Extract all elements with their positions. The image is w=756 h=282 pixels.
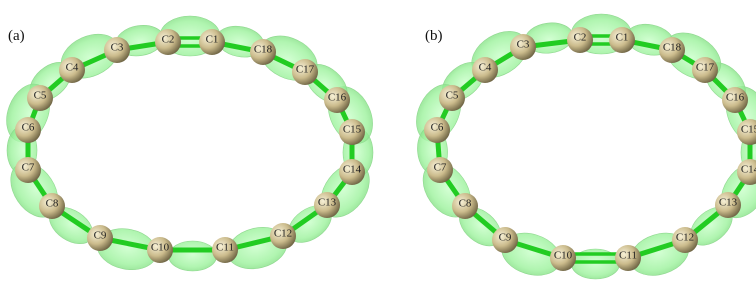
atom-label: C7 [22,162,35,174]
atom-label: C16 [328,92,347,104]
atom-label: C8 [459,198,472,210]
atom-label: C11 [216,242,234,254]
atom-label: C13 [318,197,337,209]
atom-label: C3 [517,39,530,51]
atom-label: C7 [434,162,447,174]
atom-label: C2 [162,34,175,46]
atom-label: C6 [22,122,35,134]
atom-label: C13 [719,197,738,209]
atom-label: C9 [94,230,107,242]
atom-label: C10 [151,242,170,254]
atom-label: C2 [574,32,587,44]
atom-label: C5 [34,90,47,102]
atom-label: C3 [111,42,124,54]
atom-label: C9 [499,232,512,244]
atom-label: C10 [554,250,573,262]
atom-label: C6 [431,122,444,134]
atom-label: C1 [616,32,629,44]
figure: C1 C2 C3 C4 C5 C6 C7 C8 C9 C10 C11 C12 C13 C14 C15 C16 C… [0,0,756,282]
atom-label: C18 [663,42,682,54]
orbital-lobe [169,241,217,271]
atom-label: C14 [741,164,756,176]
panel-label: (a) [8,28,25,44]
atom-label: C4 [66,62,79,74]
atom-label: C17 [696,62,715,74]
atom-label: C14 [343,164,362,176]
atom-label: C18 [254,44,273,56]
atom-label: C12 [676,232,694,244]
atom-label: C8 [46,198,59,210]
atom-label: C12 [274,228,292,240]
atom-label: C1 [206,34,219,46]
atom-label: C11 [619,250,637,262]
panel-label: (b) [425,28,443,44]
panel: C1 C2 C3 C4 C5 C6 C7 C8 C9 C10 C11 C12 C13 C14 C15 C16 C… [408,14,756,282]
atom-label: C15 [741,124,756,136]
atom-label: C15 [343,124,362,136]
atom-label: C5 [446,90,459,102]
atom-label: C16 [726,92,745,104]
panel: C1 C2 C3 C4 C5 C6 C7 C8 C9 C10 C11 C12 C13 C14 C15 C16 C… [0,16,381,275]
atom-label: C17 [296,64,315,76]
atom-label: C4 [479,62,492,74]
